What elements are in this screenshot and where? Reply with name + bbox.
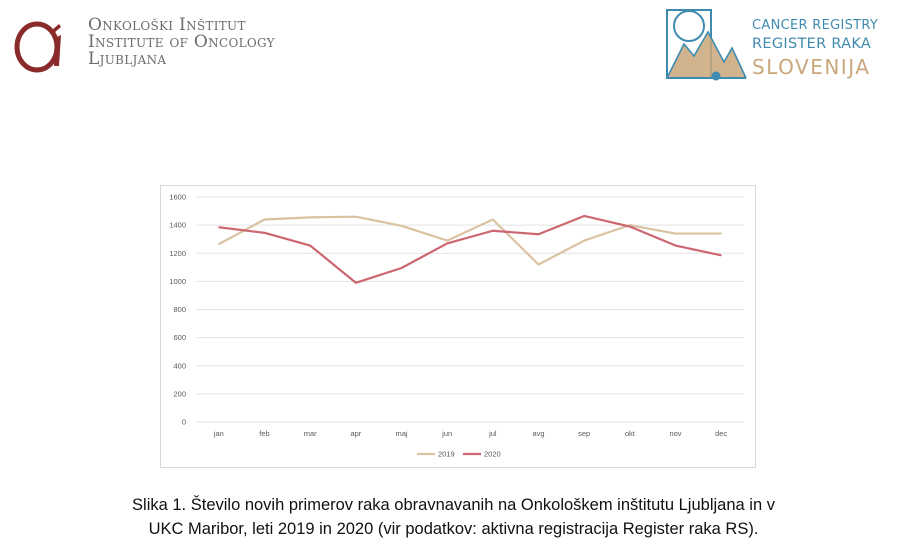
data-point-2019 (492, 218, 494, 221)
y-tick-label: 1600 (169, 193, 186, 202)
legend: 2019 2020 (417, 450, 501, 459)
data-point-2019 (583, 239, 585, 242)
cr-logo-line2: REGISTER RAKA (752, 36, 872, 52)
x-tick-label: okt (625, 429, 636, 438)
data-point-2020 (446, 242, 448, 245)
data-point-2020 (629, 225, 631, 228)
data-point-2019 (218, 243, 220, 245)
oi-logo-line3: Ljubljana (88, 49, 167, 69)
data-point-2019 (400, 225, 403, 227)
x-tick-label: nov (669, 429, 681, 438)
y-tick-label: 1200 (169, 249, 186, 258)
caption-line2: UKC Maribor, leti 2019 in 2020 (vir poda… (148, 520, 759, 538)
mountain-sun-icon (666, 9, 747, 81)
data-point-2020 (263, 232, 266, 234)
data-point-2020 (492, 230, 494, 232)
x-tick-label: apr (350, 429, 361, 438)
chart-container: 0 200 400 600 800 1000 1200 1400 1600 jan feb mar a… (160, 185, 756, 468)
data-point-2019 (720, 232, 722, 235)
data-point-2020 (674, 244, 677, 247)
oi-logo-line2: Institute of Oncology (88, 32, 275, 52)
y-tick-label: 1000 (169, 277, 186, 286)
x-tick-label: dec (715, 429, 727, 438)
x-tick-label: maj (395, 429, 407, 438)
figure-caption: Slika 1. Število novih primerov raka obr… (0, 493, 907, 541)
data-point-2019 (355, 216, 357, 218)
x-tick-label: mar (304, 429, 317, 438)
data-point-2020 (400, 267, 403, 269)
series-line-2020 (218, 214, 722, 284)
legend-label-2019: 2019 (438, 450, 455, 459)
data-point-2019 (537, 263, 540, 266)
legend-label-2020: 2020 (484, 450, 501, 459)
x-tick-label: jun (441, 429, 452, 438)
cr-logo-line3: SLOVENIJA (752, 55, 871, 79)
grid-lines (196, 196, 744, 423)
oi-logo-text: Onkološki Inštitut Institute of Oncology… (88, 17, 275, 68)
data-point-2020 (537, 233, 540, 235)
x-tick-label: jan (213, 429, 224, 438)
y-tick-label: 800 (173, 305, 186, 314)
data-point-2019 (263, 218, 266, 221)
data-point-2020 (720, 254, 722, 256)
x-axis-ticks: jan feb mar apr maj jun jul avg sep okt nov dec (213, 429, 728, 438)
oi-logo-line1: Onkološki Inštitut (88, 15, 246, 35)
cancer-registry-logo: CANCER REGISTRY REGISTER RAKA SLOVENIJA (662, 4, 892, 84)
cr-logo-text: CANCER REGISTRY REGISTER RAKA SLOVENIJA (752, 16, 878, 80)
caption-line1: Slika 1. Število novih primerov raka obr… (132, 496, 775, 514)
data-point-2020 (309, 244, 311, 247)
cr-logo-line1: CANCER REGISTRY (752, 18, 879, 33)
series-line-2019 (218, 215, 722, 266)
data-point-2020 (583, 215, 585, 217)
data-point-2019 (446, 239, 448, 242)
oncology-institute-logo: Onkološki Inštitut Institute of Oncology… (12, 16, 312, 76)
data-point-2019 (309, 216, 311, 218)
y-tick-label: 0 (182, 418, 186, 427)
data-point-2020 (218, 226, 220, 228)
line-chart: 0 200 400 600 800 1000 1200 1400 1600 jan feb mar a… (169, 193, 744, 459)
x-tick-label: feb (259, 429, 269, 438)
y-tick-label: 400 (173, 361, 186, 370)
y-tick-label: 200 (173, 389, 186, 398)
data-point-2019 (674, 232, 677, 235)
x-tick-label: jul (488, 429, 497, 438)
y-tick-label: 1400 (169, 221, 186, 230)
x-tick-label: sep (578, 429, 590, 438)
data-point-2020 (355, 282, 357, 284)
series-lines (218, 214, 722, 284)
y-axis-ticks: 0 200 400 600 800 1000 1200 1400 1600 (169, 193, 186, 427)
oi-monogram-icon (14, 21, 61, 73)
y-tick-label: 600 (173, 333, 186, 342)
x-tick-label: avg (532, 429, 544, 438)
